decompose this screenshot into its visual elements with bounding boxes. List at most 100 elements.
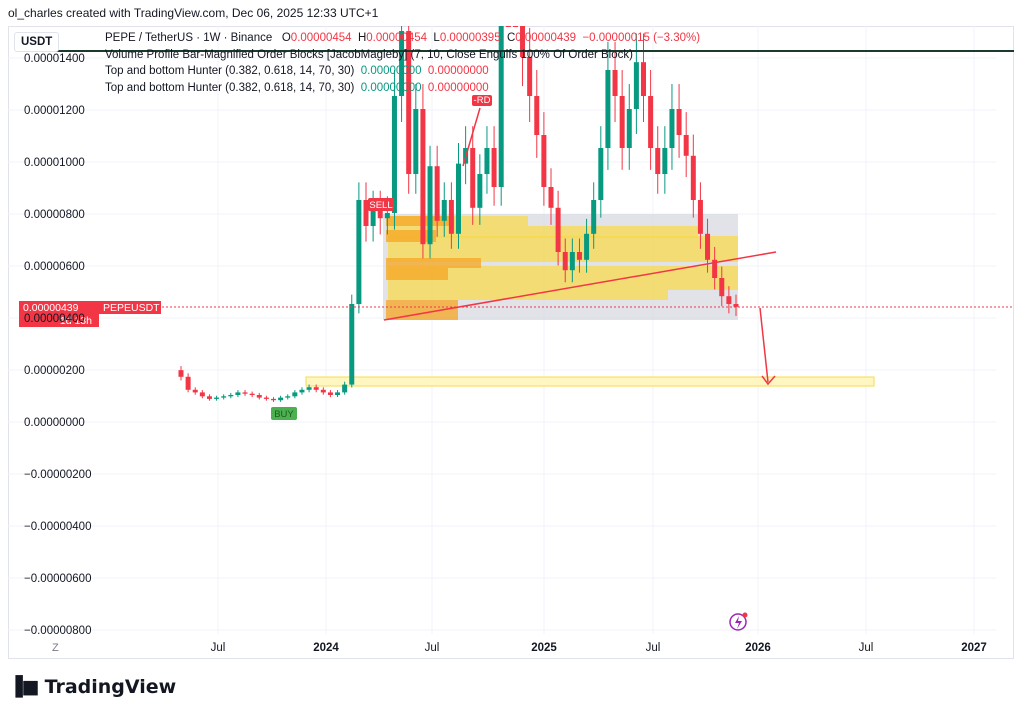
currency-button[interactable]: USDT — [14, 32, 60, 52]
candle-body — [413, 109, 419, 174]
candle-body — [612, 70, 618, 96]
candle-body — [406, 31, 412, 174]
buy-signal-bg — [271, 407, 297, 420]
grid — [8, 26, 996, 634]
countdown-bg — [19, 314, 99, 327]
orange-zone — [386, 268, 448, 280]
candle-body — [256, 395, 262, 398]
candle-body — [377, 207, 383, 219]
yellow-zone — [388, 236, 738, 248]
candle-body — [548, 187, 554, 208]
drawings: BUY SELL -RD 0.00000439 PEPEUSDT 1d 13h — [18, 50, 1014, 631]
candle-body — [733, 304, 739, 307]
candle-body — [569, 252, 575, 271]
chart-canvas[interactable]: BUY SELL -RD 0.00000439 PEPEUSDT 1d 13h 0.000… — [8, 26, 1014, 659]
candle-body — [263, 397, 269, 399]
y-tick-label: 0.00000800 — [24, 209, 85, 221]
candle-body — [242, 392, 248, 394]
legend-indicator-2[interactable]: Top and bottom Hunter (0.382, 0.618, 14,… — [105, 65, 489, 77]
change-value: −0.00000015 (−3.30%) — [582, 32, 701, 44]
candle-body — [470, 148, 476, 208]
candle-body — [356, 200, 362, 304]
buy-signal: BUY — [274, 409, 294, 420]
candle-body — [676, 109, 682, 135]
candle-body — [363, 200, 369, 226]
chart-frame — [8, 26, 1014, 659]
candle-body — [285, 396, 291, 398]
candle-body — [271, 398, 276, 401]
candle-body — [697, 200, 703, 234]
yellow-zone — [388, 280, 738, 290]
candle-body — [690, 155, 696, 200]
trendline — [383, 251, 777, 321]
candle-body — [434, 166, 440, 221]
candle-body — [327, 392, 333, 395]
candle-body — [178, 370, 184, 377]
candle-body — [278, 397, 284, 401]
rd-line — [462, 107, 481, 167]
chart-legend: PEPE / TetherUS · 1W · Binance O0.000004… — [105, 30, 700, 96]
candle-body — [292, 392, 298, 397]
x-tick-label: 2027 — [961, 642, 987, 654]
orange-zone — [386, 216, 454, 226]
candle-body — [249, 393, 255, 395]
y-tick-label: 0.00000000 — [24, 417, 85, 429]
candle-body — [206, 396, 212, 399]
candle-body — [384, 213, 390, 219]
y-tick-label: 0.00001200 — [24, 105, 85, 117]
order-block-zones — [305, 214, 875, 387]
x-tick-label: Jul — [211, 642, 226, 654]
candle-body — [705, 233, 711, 260]
candle-body — [591, 200, 597, 234]
legend-ohlc-row: PEPE / TetherUS · 1W · Binance O0.000004… — [105, 32, 701, 44]
candle-body — [456, 163, 461, 234]
candle-body — [420, 109, 426, 245]
symbol-tag-bg — [99, 301, 161, 314]
candle-body — [391, 96, 397, 213]
price-axis: 0.00001400 0.00001200 0.00001000 0.00000800… — [24, 53, 91, 637]
legend-indicator-3[interactable]: Top and bottom Hunter (0.382, 0.618, 14,… — [105, 81, 489, 94]
candle-body — [726, 296, 732, 304]
tradingview-logo-icon: ▐■ — [8, 676, 40, 698]
chart-attribution: ol_charles created with TradingView.com,… — [8, 6, 379, 20]
y-tick-label: 0.00001000 — [24, 157, 85, 169]
candle-body — [512, 26, 518, 27]
notification-dot — [742, 612, 748, 618]
candles — [178, 26, 739, 402]
candle-body — [427, 166, 433, 245]
candle-body — [199, 392, 205, 397]
rd-signal-bg — [472, 95, 492, 106]
candle-body — [491, 148, 497, 187]
candle-body — [555, 207, 561, 252]
low-value: 0.00000395 — [439, 32, 501, 44]
y-tick-label: 0.00000600 — [24, 261, 85, 273]
y-tick-label: 0.00000200 — [24, 365, 85, 377]
candle-body — [306, 387, 312, 390]
candle-body — [192, 389, 198, 393]
candle-body — [619, 96, 625, 148]
candle-body — [448, 200, 454, 234]
candle-body — [299, 389, 305, 393]
candle-body — [598, 148, 604, 200]
candle-body — [576, 252, 582, 260]
sell-signal: SELL — [369, 200, 392, 211]
candle-body — [683, 135, 689, 156]
symbol-label[interactable]: PEPE / TetherUS · 1W · Binance — [105, 32, 273, 44]
candle-body — [605, 70, 611, 148]
high-value: 0.00000454 — [366, 32, 428, 44]
candle-body — [185, 376, 191, 390]
close-value: 0.00000439 — [515, 32, 577, 44]
tradingview-logo: ▐■ TradingView — [8, 676, 177, 698]
candle-body — [584, 233, 590, 260]
candle-body — [719, 278, 725, 297]
legend-indicator-1[interactable]: Volume Profile Bar-Magnified Order Block… — [105, 48, 633, 61]
yellow-zone — [388, 226, 698, 238]
candle-body — [484, 148, 490, 174]
yellow-zone — [388, 266, 738, 280]
candle-body — [505, 26, 511, 27]
candle-body — [214, 397, 220, 399]
price-tag-bg — [19, 301, 99, 314]
y-tick-label: −0.00000600 — [24, 573, 91, 585]
candle-body — [477, 174, 483, 208]
candle-body — [648, 96, 654, 148]
